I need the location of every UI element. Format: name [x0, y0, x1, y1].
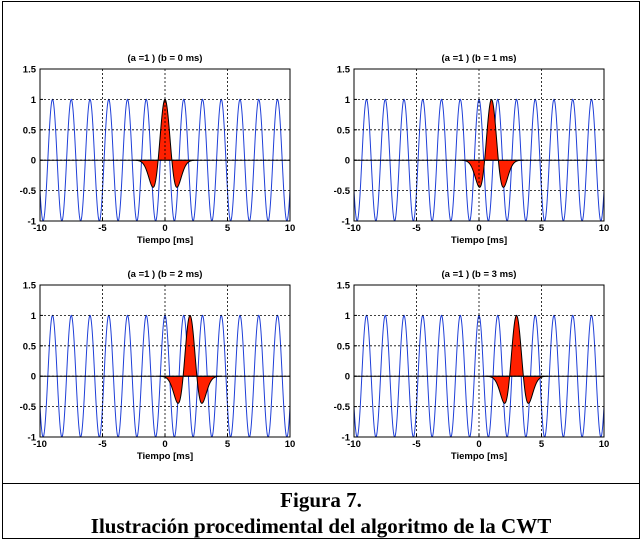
x-tick-label: 0 [476, 439, 481, 450]
subplot-title: (a =1 ) (b = 0 ms) [128, 53, 203, 64]
y-tick-label: 0 [345, 156, 350, 167]
y-tick-label: 0.5 [23, 125, 37, 136]
y-tick-label: -1 [28, 433, 37, 444]
y-tick-label: -0.5 [20, 402, 37, 413]
x-tick-label: -10 [33, 223, 47, 234]
x-tick-label: 10 [285, 223, 296, 234]
y-tick-label: 1.5 [23, 65, 37, 76]
x-tick-label: 10 [599, 223, 610, 234]
subplot-2: -10 -5 0 5 10 -1 -0.5 0 0.5 1 1.5 (a =1 ) (b = 1 ms… [334, 53, 610, 246]
wavelet-shape [158, 314, 222, 404]
y-tick-label: 1.5 [337, 65, 351, 76]
subplot-3: -10 -5 0 5 10 -1 -0.5 0 0.5 1 1.5 (a =1 ) (b = 2 ms… [20, 269, 296, 462]
cwt-plot-grid: -10 -5 0 5 10-1-0.500.511.5(a =1 ) (b = 0 ms… [20, 53, 610, 462]
figure-label: Figura 7. [280, 488, 362, 512]
x-axis-label: Tiempo [ms] [137, 451, 193, 462]
x-tick-label: -5 [412, 439, 421, 450]
y-tick-label: -1 [342, 217, 351, 228]
x-tick-label: -10 [347, 223, 361, 234]
y-tick-label: -0.5 [20, 186, 37, 197]
x-tick-label: -5 [98, 439, 107, 450]
x-tick-label: 5 [225, 223, 231, 234]
y-tick-label: 0.5 [23, 341, 37, 352]
y-tick-label: -0.5 [334, 402, 351, 413]
y-tick-label: 1 [31, 95, 37, 106]
wavelet-shape [484, 314, 549, 404]
y-tick-label: 1 [345, 311, 351, 322]
x-axis-label: Tiempo [ms] [451, 451, 507, 462]
y-tick-label: -0.5 [334, 186, 351, 197]
x-tick-label: -10 [33, 439, 47, 450]
y-tick-label: 1.5 [23, 281, 37, 292]
x-tick-label: 5 [539, 223, 545, 234]
subplot-title: (a =1 ) (b = 2 ms) [128, 269, 203, 280]
x-tick-label: 10 [285, 439, 296, 450]
caption-divider [3, 483, 639, 484]
x-tick-label: -10 [347, 439, 361, 450]
y-tick-label: 1 [31, 311, 37, 322]
x-tick-label: 5 [225, 439, 231, 450]
figure-caption: Ilustración procedimental del algoritmo … [90, 514, 552, 538]
subplot-title: (a =1 ) (b = 3 ms) [442, 269, 517, 280]
x-tick-label: -5 [98, 223, 107, 234]
y-tick-label: -1 [342, 433, 351, 444]
y-tick-label: 0.5 [337, 341, 351, 352]
x-tick-label: -5 [412, 223, 421, 234]
x-tick-label: 0 [162, 439, 167, 450]
y-tick-label: 0.5 [337, 125, 351, 136]
subplot-title: (a =1 ) (b = 1 ms) [442, 53, 517, 64]
y-tick-label: -1 [28, 217, 37, 228]
y-tick-label: 1 [345, 95, 351, 106]
y-tick-label: 0 [345, 372, 350, 383]
x-tick-label: 0 [476, 223, 481, 234]
y-tick-label: 0 [31, 372, 36, 383]
x-tick-label: 10 [599, 439, 610, 450]
subplot-4: -10 -5 0 5 10 -1 -0.5 0 0.5 1 1.5 (a =1 ) (b = 3 ms… [334, 269, 610, 462]
x-axis-label: Tiempo [ms] [137, 235, 193, 246]
x-tick-label: 5 [539, 439, 545, 450]
y-tick-label: 1.5 [337, 281, 351, 292]
x-axis-label: Tiempo [ms] [451, 235, 507, 246]
y-tick-label: 0 [31, 156, 36, 167]
x-tick-label: 0 [162, 223, 167, 234]
subplot-1: -10 -5 0 5 10 -1 -0.5 0 0.5 1 1.5 (a =1 ) (b = 0 ms… [20, 53, 296, 246]
